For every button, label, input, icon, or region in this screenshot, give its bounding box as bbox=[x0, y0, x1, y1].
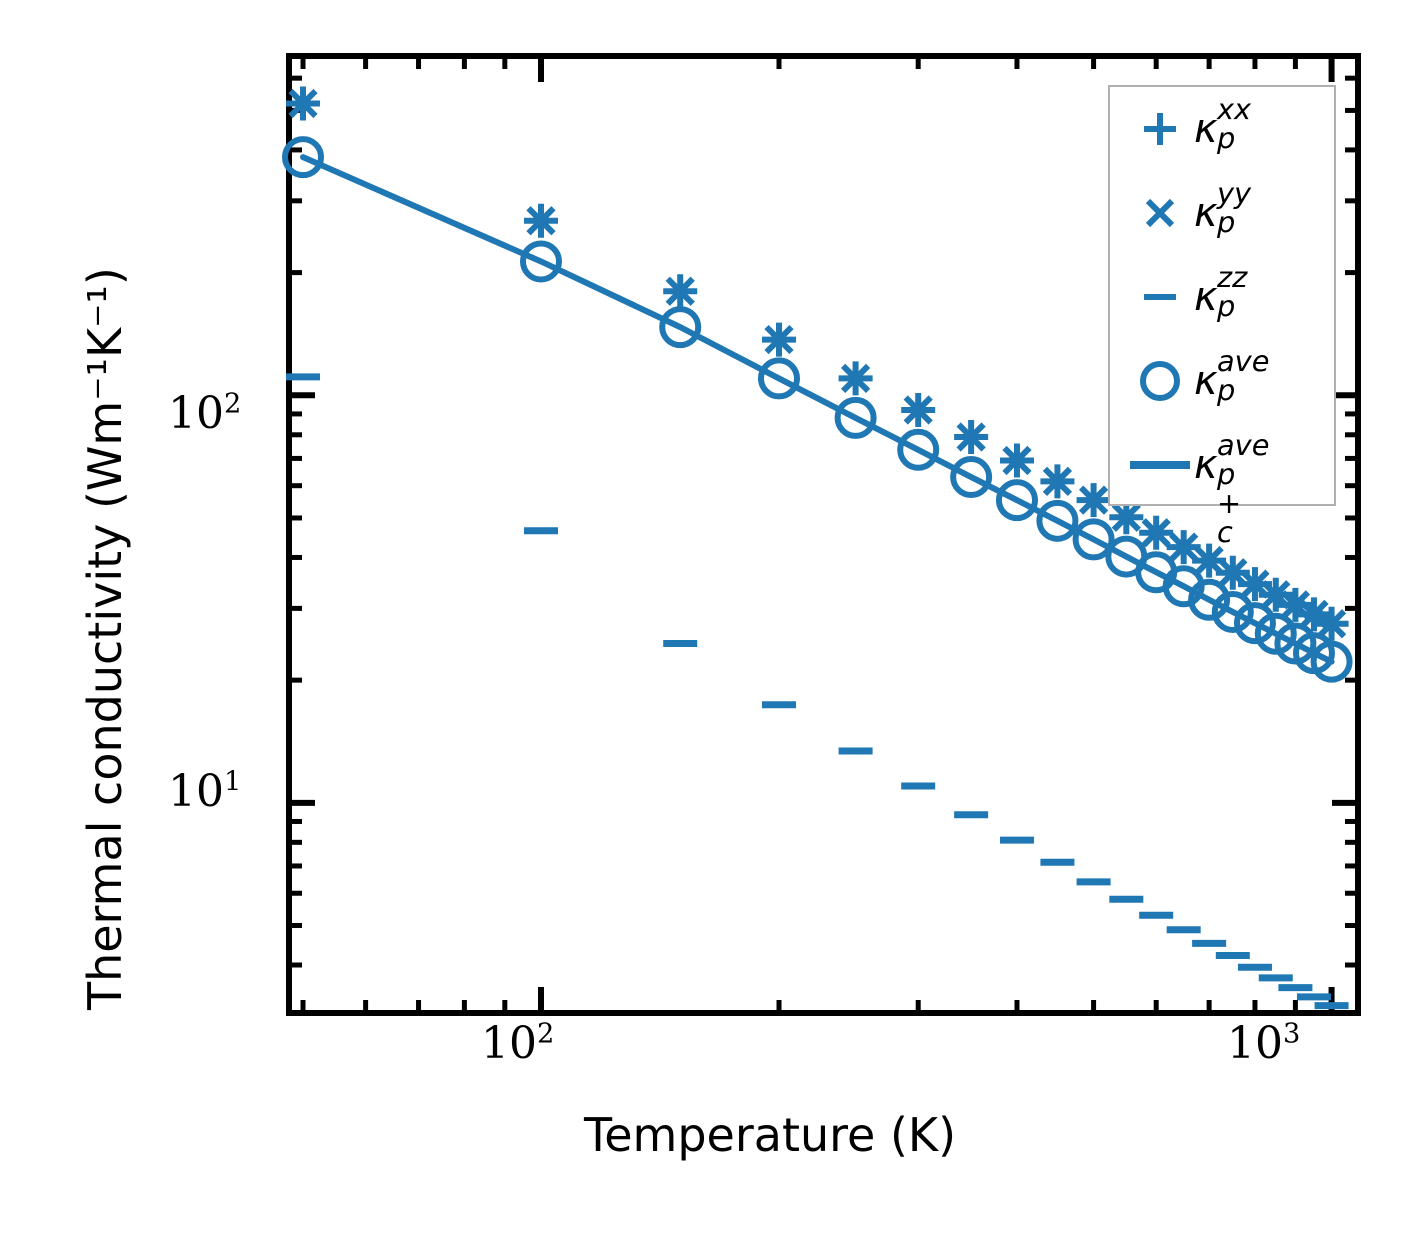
legend-symbol-superscript: xx bbox=[1217, 92, 1252, 127]
legend-symbol-base: κ bbox=[1194, 274, 1218, 320]
legend-entry-label: κ p zz bbox=[1194, 263, 1247, 320]
circle-marker-icon bbox=[1110, 339, 1194, 423]
legend-entry[interactable]: κ p yy bbox=[1110, 171, 1338, 255]
x-axis-ticks bbox=[300, 56, 1335, 1013]
y-axis-label: Thermal conductivity (Wm⁻¹K⁻¹) bbox=[78, 267, 132, 1010]
legend-symbol-subscript: p bbox=[1217, 288, 1236, 323]
series-kappa-p-zz-markers bbox=[286, 373, 1349, 1010]
line-marker-icon bbox=[1110, 423, 1194, 507]
legend-entry-label: κ p xx bbox=[1194, 95, 1251, 152]
y-axis-ticks bbox=[289, 75, 1358, 968]
y-tick-label-1e1: 101 bbox=[168, 766, 242, 817]
legend-symbol-base: κ bbox=[1194, 442, 1218, 488]
legend-symbol-subscript: p + c bbox=[1217, 456, 1242, 549]
legend-symbol-subscript: p bbox=[1217, 372, 1236, 407]
legend-entry[interactable]: κ p ave bbox=[1110, 339, 1338, 423]
legend-symbol-base: κ bbox=[1194, 358, 1218, 404]
x-tick-label-1e2: 102 bbox=[481, 1018, 555, 1069]
x-axis-label: Temperature (K) bbox=[0, 1108, 1420, 1162]
legend-entry[interactable]: κ p xx bbox=[1110, 87, 1338, 171]
legend-symbol-base: κ bbox=[1194, 106, 1218, 152]
axes-frame bbox=[286, 53, 1361, 1016]
legend-symbol-superscript: ave bbox=[1217, 344, 1270, 379]
legend-entry[interactable]: κ p zz bbox=[1110, 255, 1338, 339]
legend-symbol-superscript: zz bbox=[1217, 260, 1248, 295]
legend-symbol-base: κ bbox=[1194, 190, 1218, 236]
legend-entry-label: κ p yy bbox=[1194, 179, 1251, 236]
y-tick-label-1e2: 102 bbox=[168, 388, 242, 439]
x-axis-label-text: Temperature (K) bbox=[583, 1108, 957, 1162]
legend-symbol-superscript: yy bbox=[1217, 176, 1252, 211]
dash-marker-icon bbox=[1110, 255, 1194, 339]
legend-symbol-superscript: ave bbox=[1217, 428, 1270, 463]
cross-marker-icon bbox=[1110, 171, 1194, 255]
series-kappa-p-ave-markers bbox=[282, 136, 1353, 683]
legend-box: κ p xx κ p yy κ p zz κ p ave κ p + c ave bbox=[1108, 85, 1338, 546]
legend-entry-label: κ p ave bbox=[1194, 347, 1269, 404]
legend-symbol-subscript: p bbox=[1217, 120, 1236, 155]
legend-symbol-subscript: p bbox=[1217, 204, 1236, 239]
x-tick-label-1e3: 103 bbox=[1227, 1018, 1301, 1069]
plus-marker-icon bbox=[1110, 87, 1194, 171]
series-kappa-p-yy-markers bbox=[288, 88, 1347, 639]
